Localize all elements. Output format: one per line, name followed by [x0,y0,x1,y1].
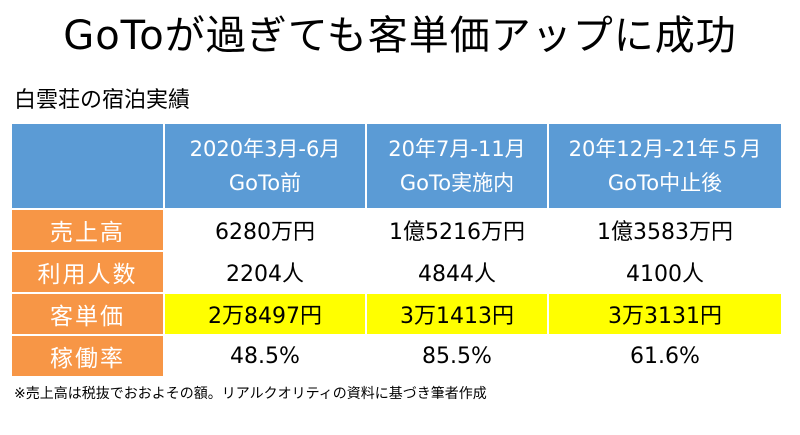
table-cell: 3万1413円 [365,292,549,336]
table-row-highlighted: 客単価 2万8497円 3万1413円 3万3131円 [10,292,783,336]
row-label: 稼働率 [10,334,165,378]
table-row: 利用人数 2204人 4844人 4100人 [10,250,783,294]
column-label: GoTo実施内 [399,171,515,195]
table-cell: 1億3583万円 [547,208,783,252]
results-table: 2020年3月-6月 GoTo前 20年7月-11月 GoTo実施内 20年12… [10,122,783,378]
row-label: 売上高 [10,208,165,252]
row-label: 客単価 [10,292,165,336]
table-cell: 48.5% [163,334,367,378]
table-cell: 3万3131円 [547,292,783,336]
table-cell: 1億5216万円 [365,208,549,252]
table-header-row: 2020年3月-6月 GoTo前 20年7月-11月 GoTo実施内 20年12… [10,122,783,210]
column-header: 20年12月-21年５月 GoTo中止後 [547,122,783,210]
column-label: GoTo中止後 [607,171,723,195]
table-row: 売上高 6280万円 1億5216万円 1億3583万円 [10,208,783,252]
table-cell: 6280万円 [163,208,367,252]
table-cell: 2204人 [163,250,367,294]
table-row: 稼働率 48.5% 85.5% 61.6% [10,334,783,378]
column-header: 20年7月-11月 GoTo実施内 [365,122,549,210]
column-period: 20年7月-11月 [388,137,526,161]
table-cell: 2万8497円 [163,292,367,336]
table-caption: 白雲荘の宿泊実績 [14,88,191,113]
column-header: 2020年3月-6月 GoTo前 [163,122,367,210]
column-label: GoTo前 [228,171,302,195]
table-cell: 85.5% [365,334,549,378]
column-period: 20年12月-21年５月 [568,137,762,161]
source-note: ※売上高は税抜でおおよその額。リアルクオリティの資料に基づき筆者作成 [14,386,487,402]
row-label: 利用人数 [10,250,165,294]
table-cell: 61.6% [547,334,783,378]
table-cell: 4100人 [547,250,783,294]
page-title: GoToが過ぎても客単価アップに成功 [63,13,737,59]
table-cell: 4844人 [365,250,549,294]
column-period: 2020年3月-6月 [189,137,341,161]
header-corner-cell [10,122,165,210]
